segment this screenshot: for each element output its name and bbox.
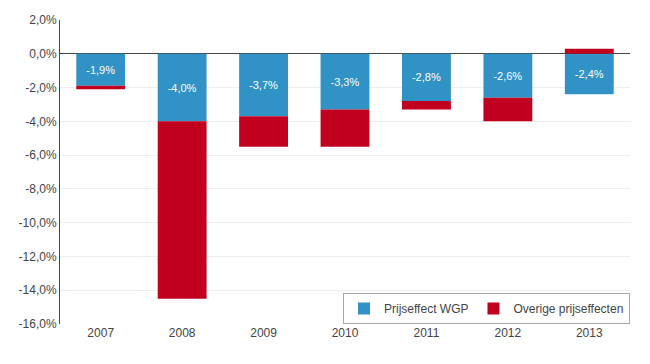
svg-text:-4,0%: -4,0% [25,115,57,129]
svg-text:Prijseffect WGP: Prijseffect WGP [384,302,468,316]
svg-text:-2,6%: -2,6% [493,70,522,82]
svg-text:-10,0%: -10,0% [19,216,57,230]
svg-text:2007: 2007 [87,326,114,340]
svg-text:-6,0%: -6,0% [25,148,57,162]
svg-text:2011: 2011 [414,326,440,340]
svg-text:2008: 2008 [169,326,196,340]
svg-text:2009: 2009 [250,326,277,340]
svg-text:Overige prijseffecten: Overige prijseffecten [513,302,623,316]
svg-text:-3,3%: -3,3% [331,76,360,88]
svg-text:-8,0%: -8,0% [25,182,57,196]
svg-text:0,0%: 0,0% [29,47,57,61]
svg-text:-2,0%: -2,0% [25,81,57,95]
svg-text:-2,8%: -2,8% [412,71,441,83]
svg-text:-14,0%: -14,0% [19,283,57,297]
svg-text:2,0%: 2,0% [29,13,57,27]
svg-text:-2,4%: -2,4% [575,68,604,80]
svg-text:-4,0%: -4,0% [168,82,197,94]
svg-text:2012: 2012 [495,326,522,340]
svg-text:-1,9%: -1,9% [86,64,115,76]
svg-text:-16,0%: -16,0% [19,317,57,331]
svg-text:2010: 2010 [332,326,359,340]
svg-text:-3,7%: -3,7% [249,79,278,91]
svg-text:-12,0%: -12,0% [19,250,57,264]
svg-text:2013: 2013 [576,326,603,340]
